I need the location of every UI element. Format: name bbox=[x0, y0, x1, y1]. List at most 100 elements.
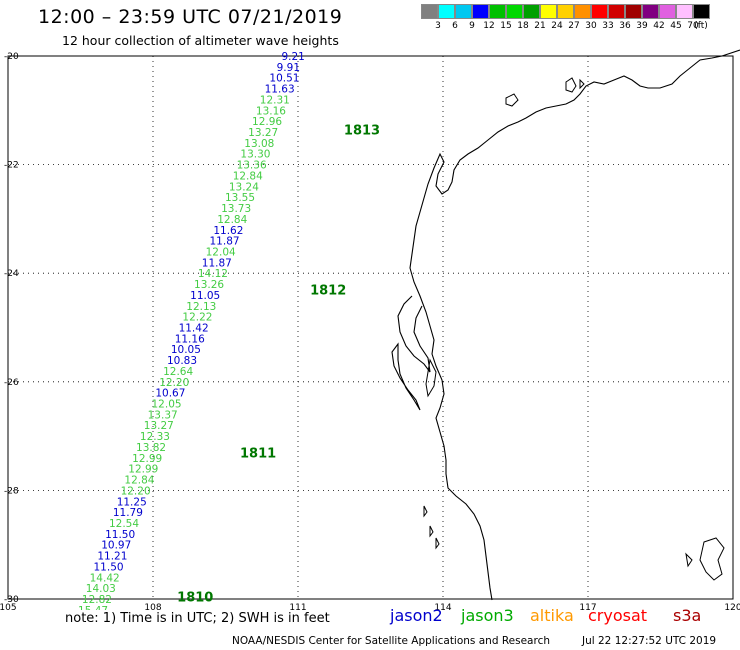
wave-height-value: 12.20 bbox=[121, 485, 151, 497]
wave-height-value: 11.16 bbox=[175, 333, 205, 345]
color-scale-label: 12 bbox=[483, 21, 495, 31]
color-swatch bbox=[506, 4, 523, 19]
color-swatch bbox=[540, 4, 557, 19]
wave-height-value: 13.24 bbox=[229, 181, 259, 193]
orbit-labels: 1813 1812 1811 1810 bbox=[177, 123, 380, 605]
wave-height-value: 12.99 bbox=[132, 453, 162, 465]
color-scale-label: 70 bbox=[687, 21, 699, 31]
australia-coastline bbox=[409, 49, 740, 601]
lon-tick-label: 114 bbox=[434, 603, 451, 610]
map-grid bbox=[7, 55, 734, 600]
lat-tick-label: -24 bbox=[4, 269, 19, 279]
page-subtitle: 12 hour collection of altimeter wave hei… bbox=[62, 33, 339, 48]
orbit-number-label: 1812 bbox=[310, 283, 346, 298]
color-scale-label: 24 bbox=[551, 21, 563, 31]
color-scale-label: 9 bbox=[469, 21, 475, 31]
axis-tick-labels: 105 108 111 114 117 120 -20 -22 -24 -26 -28 -30 bbox=[0, 52, 740, 610]
wave-height-value: 12.05 bbox=[152, 399, 182, 411]
color-scale-label: 18 bbox=[517, 21, 529, 31]
lon-tick-label: 120 bbox=[724, 603, 740, 610]
wave-height-track: 9.219.9110.5111.6312.3113.1612.9613.2713… bbox=[78, 51, 305, 610]
lat-tick-label: -28 bbox=[4, 486, 19, 496]
wave-height-value: 13.26 bbox=[194, 279, 224, 291]
orbit-number-label: 1813 bbox=[344, 123, 380, 138]
generated-timestamp: Jul 22 12:27:52 UTC 2019 bbox=[582, 635, 717, 647]
wave-height-value: 12.31 bbox=[260, 94, 290, 106]
wave-height-value: 12.20 bbox=[159, 377, 189, 389]
wave-height-value: 10.97 bbox=[101, 540, 131, 552]
wave-height-value: 11.05 bbox=[190, 290, 220, 302]
color-scale-label: 6 bbox=[452, 21, 458, 31]
color-scale-label: 3 bbox=[435, 21, 441, 31]
peron-peninsula bbox=[425, 358, 437, 398]
wave-height-value: 13.30 bbox=[240, 149, 270, 161]
color-swatch bbox=[421, 4, 438, 19]
color-scale-swatches bbox=[421, 4, 710, 19]
color-swatch bbox=[472, 4, 489, 19]
color-swatch bbox=[693, 4, 710, 19]
color-scale-label: 36 bbox=[619, 21, 631, 31]
color-swatch bbox=[659, 4, 676, 19]
orbit-number-label: 1811 bbox=[240, 446, 276, 461]
color-swatch bbox=[438, 4, 455, 19]
wave-height-value: 11.79 bbox=[113, 507, 143, 519]
wave-height-value: 15.47 bbox=[78, 605, 108, 610]
color-scale-label: 33 bbox=[602, 21, 614, 31]
color-scale-label: 27 bbox=[568, 21, 580, 31]
wave-height-value: 12.33 bbox=[140, 431, 170, 443]
wave-height-value: 12.96 bbox=[252, 116, 282, 128]
wave-height-value: 12.22 bbox=[182, 312, 212, 324]
lon-tick-label: 117 bbox=[579, 603, 596, 610]
color-swatch bbox=[608, 4, 625, 19]
color-swatch bbox=[642, 4, 659, 19]
wave-height-value: 10.05 bbox=[171, 344, 201, 356]
wave-height-value: 14.42 bbox=[90, 572, 120, 584]
legend-cryosat: cryosat bbox=[588, 606, 648, 625]
wave-height-value: 9.91 bbox=[277, 62, 300, 74]
color-swatch bbox=[625, 4, 642, 19]
color-swatch bbox=[523, 4, 540, 19]
page-title: 12:00 – 23:59 UTC 07/21/2019 bbox=[38, 6, 343, 28]
footer-note: note: 1) Time is in UTC; 2) SWH is in fe… bbox=[65, 611, 330, 626]
coastline bbox=[391, 49, 740, 601]
color-scale-label: (ft) bbox=[694, 21, 708, 31]
color-swatch bbox=[591, 4, 608, 19]
color-swatch bbox=[489, 4, 506, 19]
color-scale-label: 21 bbox=[534, 21, 546, 31]
wave-height-value: 11.50 bbox=[105, 529, 135, 541]
color-scale-labels: 3 6 9 12 15 18 21 24 27 30 33 36 39 42 45 70 (ft) bbox=[421, 19, 710, 33]
abrolhos-islands bbox=[423, 505, 440, 550]
color-scale-label: 39 bbox=[636, 21, 648, 31]
wave-height-value: 13.16 bbox=[256, 105, 286, 117]
wave-height-value: 9.21 bbox=[281, 51, 304, 63]
lon-tick-label: 108 bbox=[144, 603, 161, 610]
wave-height-value: 13.27 bbox=[144, 420, 174, 432]
color-swatch bbox=[455, 4, 472, 19]
dirk-hartog-island bbox=[391, 342, 421, 411]
wave-height-value: 11.62 bbox=[213, 225, 243, 237]
wave-height-value: 12.82 bbox=[82, 594, 112, 606]
credit-line: NOAA/NESDIS Center for Satellite Applica… bbox=[232, 635, 550, 647]
wave-height-value: 11.63 bbox=[265, 84, 295, 96]
color-scale-label: 42 bbox=[653, 21, 665, 31]
color-swatch bbox=[574, 4, 591, 19]
wave-height-value: 11.21 bbox=[97, 551, 127, 563]
lat-tick-label: -22 bbox=[4, 161, 19, 171]
orbit-number-label: 1810 bbox=[177, 590, 213, 605]
wave-height-value: 12.99 bbox=[128, 464, 158, 476]
barrow-island bbox=[505, 93, 519, 107]
wave-height-value: 11.42 bbox=[179, 323, 209, 335]
wave-height-value: 12.04 bbox=[206, 246, 236, 258]
wave-height-value: 12.84 bbox=[124, 475, 154, 487]
wave-height-value: 13.37 bbox=[148, 409, 178, 421]
wave-height-value: 13.73 bbox=[221, 203, 251, 215]
legend-altika: altika bbox=[530, 606, 574, 625]
color-scale-label: 30 bbox=[585, 21, 597, 31]
color-scale-label: 15 bbox=[500, 21, 512, 31]
altimeter-map: 9.219.9110.5111.6312.3113.1612.9613.2713… bbox=[0, 49, 740, 610]
color-scale-label: 45 bbox=[670, 21, 682, 31]
legend-s3a: s3a bbox=[673, 606, 702, 625]
wave-height-value: 11.50 bbox=[94, 561, 124, 573]
color-swatch bbox=[557, 4, 574, 19]
wave-height-value: 12.54 bbox=[109, 518, 139, 530]
